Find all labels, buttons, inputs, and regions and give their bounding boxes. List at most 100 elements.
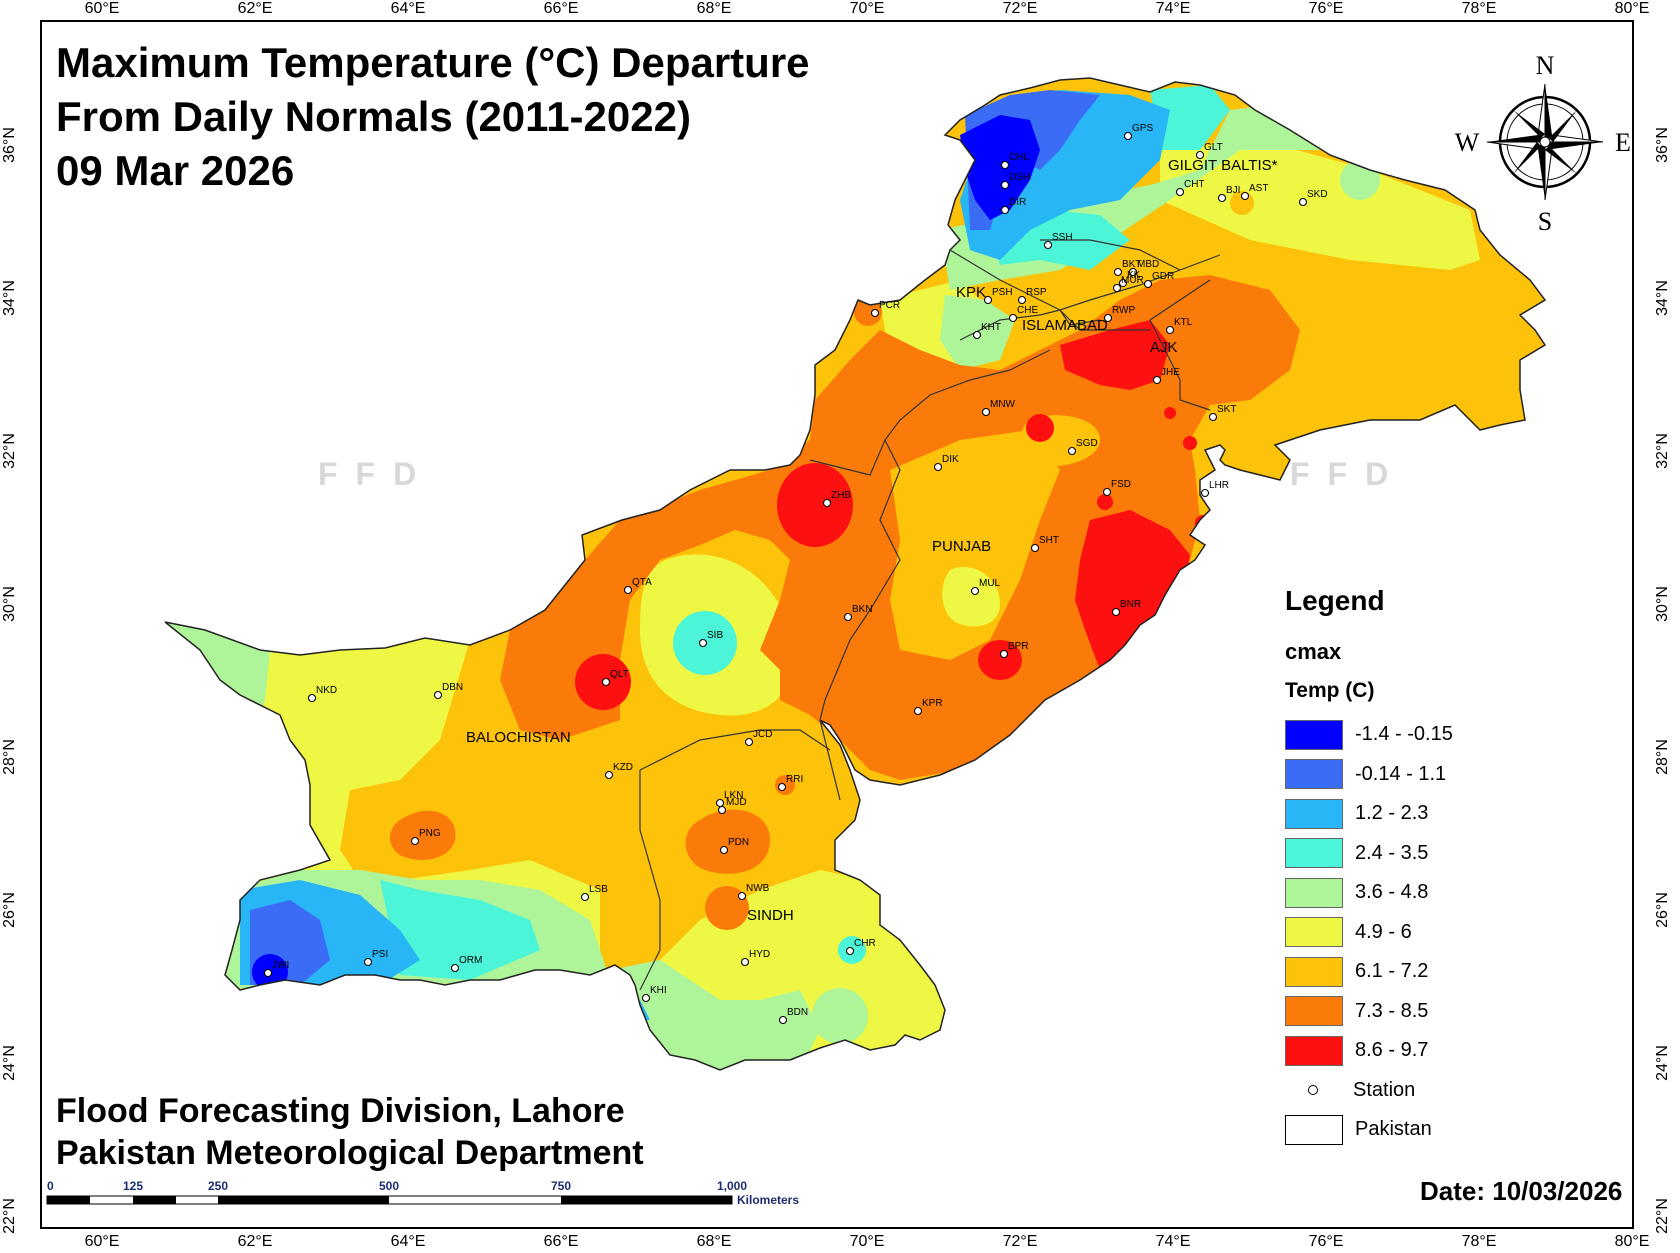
graticule-label: 64°E <box>390 0 426 17</box>
graticule-label: 28°N <box>1653 739 1671 775</box>
station-marker[interactable] <box>981 407 991 417</box>
station-label: KTL <box>1174 317 1193 328</box>
station-marker[interactable] <box>580 892 590 902</box>
graticule-label: 62°E <box>237 1233 273 1250</box>
station-marker[interactable] <box>1008 313 1018 323</box>
station-marker[interactable] <box>1195 150 1205 160</box>
graticule-label: 24°N <box>1653 1045 1671 1081</box>
station-marker[interactable] <box>307 693 317 703</box>
station-marker[interactable] <box>1043 240 1053 250</box>
station-label: PCR <box>879 300 900 311</box>
date-label: Date: 10/03/2026 <box>1420 1176 1623 1206</box>
legend-color-swatch <box>1285 838 1343 869</box>
graticule-label: 60°E <box>84 0 120 17</box>
station-marker[interactable] <box>737 891 747 901</box>
station-label: NWB <box>746 883 770 894</box>
graticule-label: 66°E <box>543 1233 579 1250</box>
station-marker[interactable] <box>698 638 708 648</box>
graticule-label: 30°N <box>1653 586 1671 622</box>
station-label: LSB <box>589 884 608 895</box>
legend-class-label: 1.2 - 2.3 <box>1355 802 1429 825</box>
station-marker[interactable] <box>983 295 993 305</box>
station-marker[interactable] <box>1240 191 1250 201</box>
station-marker[interactable] <box>999 649 1009 659</box>
station-marker[interactable] <box>717 805 727 815</box>
station-marker[interactable] <box>433 690 443 700</box>
station-marker[interactable] <box>601 677 611 687</box>
station-marker[interactable] <box>845 946 855 956</box>
compass-s: S <box>1538 207 1552 236</box>
graticule-label: 78°E <box>1461 1233 1497 1250</box>
station-marker[interactable] <box>719 845 729 855</box>
graticule-label: 80°E <box>1614 1233 1650 1250</box>
region-label: BALOCHISTAN <box>466 729 571 746</box>
region-label: SINDH <box>747 907 794 924</box>
station-marker[interactable] <box>740 957 750 967</box>
station-marker[interactable] <box>1118 278 1128 288</box>
station-marker[interactable] <box>1067 446 1077 456</box>
station-marker[interactable] <box>870 308 880 318</box>
legend-field: cmax <box>1285 639 1342 664</box>
legend-station-row: Station <box>1285 1071 1605 1111</box>
region-label: PUNJAB <box>932 538 991 555</box>
station-marker[interactable] <box>450 963 460 973</box>
station-marker[interactable] <box>970 586 980 596</box>
station-marker[interactable] <box>1298 197 1308 207</box>
station-label: ZHB <box>831 490 851 501</box>
station-label: MUL <box>979 578 1001 589</box>
station-marker[interactable] <box>778 1015 788 1025</box>
station-marker[interactable] <box>1113 267 1123 277</box>
station-marker[interactable] <box>1152 375 1162 385</box>
station-marker[interactable] <box>1165 325 1175 335</box>
station-marker[interactable] <box>822 498 832 508</box>
station-marker[interactable] <box>1111 607 1121 617</box>
station-marker[interactable] <box>1112 283 1122 293</box>
station-label: DIR <box>1009 197 1026 208</box>
legend-class-label: 4.9 - 6 <box>1355 920 1412 943</box>
graticule-label: 72°E <box>1002 1233 1038 1250</box>
legend-color-swatch <box>1285 1035 1343 1066</box>
station-marker[interactable] <box>1000 180 1010 190</box>
station-label: JCD <box>753 729 772 740</box>
credit-line-1: Flood Forecasting Division, Lahore <box>56 1092 625 1130</box>
station-marker[interactable] <box>1128 267 1138 277</box>
legend-color-swatch <box>1285 759 1343 790</box>
station-marker[interactable] <box>641 993 651 1003</box>
station-marker[interactable] <box>933 462 943 472</box>
graticule-label: 32°N <box>1653 433 1671 469</box>
station-marker[interactable] <box>1102 487 1112 497</box>
graticule-label: 26°N <box>1653 892 1671 928</box>
station-marker[interactable] <box>1030 543 1040 553</box>
station-marker[interactable] <box>1000 160 1010 170</box>
station-marker[interactable] <box>913 706 923 716</box>
station-label: PDN <box>728 837 749 848</box>
station-marker[interactable] <box>972 330 982 340</box>
station-marker[interactable] <box>715 798 725 808</box>
station-marker[interactable] <box>263 968 273 978</box>
station-marker[interactable] <box>604 770 614 780</box>
station-marker[interactable] <box>1000 205 1010 215</box>
graticule-label: 78°E <box>1461 0 1497 17</box>
legend-color-swatch <box>1285 877 1343 908</box>
station-label: SHT <box>1039 535 1059 546</box>
station-marker[interactable] <box>1208 412 1218 422</box>
station-marker[interactable] <box>1143 279 1153 289</box>
watermark-left: FFD <box>318 456 435 492</box>
station-marker[interactable] <box>777 782 787 792</box>
station-marker[interactable] <box>623 585 633 595</box>
station-marker[interactable] <box>1175 187 1185 197</box>
scale-tick-label: 750 <box>551 1179 571 1193</box>
station-marker[interactable] <box>1123 131 1133 141</box>
station-marker[interactable] <box>410 836 420 846</box>
station-marker[interactable] <box>1217 193 1227 203</box>
station-marker[interactable] <box>1103 313 1113 323</box>
station-marker[interactable] <box>1017 295 1027 305</box>
station-marker-icon <box>1308 1085 1318 1096</box>
legend-color-swatch <box>1285 917 1343 948</box>
graticule-label: 74°E <box>1155 0 1191 17</box>
station-marker[interactable] <box>1200 488 1210 498</box>
legend-class-row: 7.3 - 8.5 <box>1285 992 1605 1032</box>
station-marker[interactable] <box>843 612 853 622</box>
station-marker[interactable] <box>363 957 373 967</box>
station-marker[interactable] <box>744 737 754 747</box>
